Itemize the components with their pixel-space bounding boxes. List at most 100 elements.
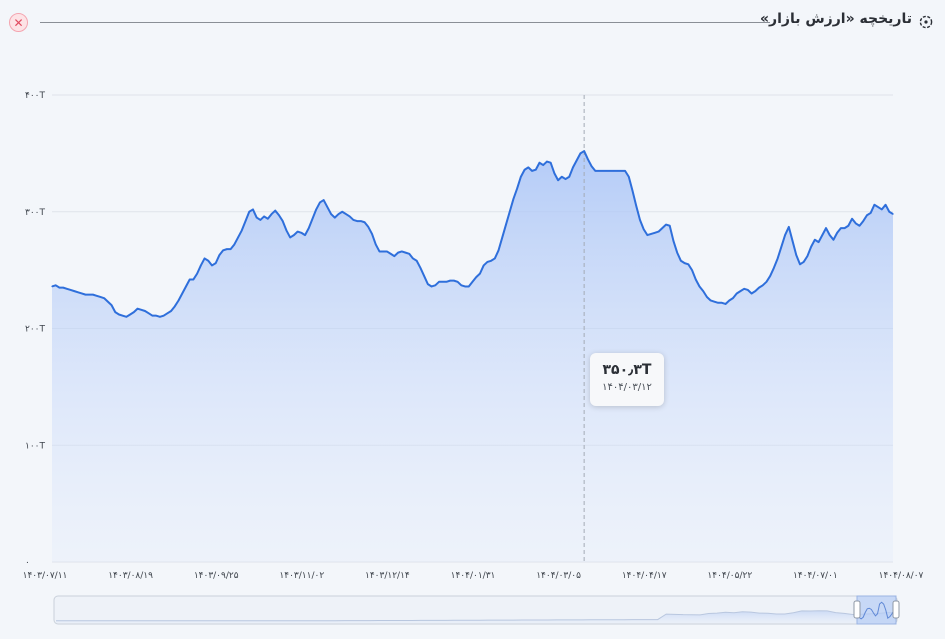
data-point[interactable] (218, 254, 221, 256)
data-point[interactable] (397, 252, 399, 254)
data-point[interactable] (434, 284, 436, 286)
data-point[interactable] (73, 290, 75, 292)
data-point[interactable] (546, 160, 548, 163)
data-point[interactable] (319, 201, 321, 204)
data-point[interactable] (58, 287, 61, 289)
data-point[interactable] (125, 316, 128, 318)
data-point[interactable] (133, 311, 135, 313)
data-point[interactable] (669, 225, 671, 227)
data-point[interactable] (687, 263, 689, 265)
data-point[interactable] (743, 288, 745, 290)
data-point[interactable] (505, 223, 507, 226)
data-point[interactable] (620, 170, 622, 172)
data-point[interactable] (535, 169, 537, 171)
data-point[interactable] (531, 170, 533, 172)
data-point[interactable] (341, 211, 343, 213)
data-point[interactable] (352, 219, 355, 221)
data-point[interactable] (650, 233, 652, 235)
data-point[interactable] (550, 162, 552, 164)
data-point[interactable] (378, 250, 381, 253)
data-point[interactable] (617, 170, 619, 172)
data-point[interactable] (676, 252, 678, 254)
data-point[interactable] (858, 225, 861, 227)
data-point[interactable] (129, 313, 131, 316)
data-point[interactable] (51, 285, 53, 288)
data-point[interactable] (494, 257, 496, 260)
data-point[interactable] (847, 225, 849, 227)
data-point[interactable] (107, 301, 109, 303)
data-point[interactable] (736, 292, 738, 295)
data-point[interactable] (356, 220, 358, 222)
data-point[interactable] (159, 316, 161, 318)
data-point[interactable] (423, 275, 425, 277)
data-point[interactable] (527, 166, 529, 168)
data-point[interactable] (765, 281, 768, 283)
data-point[interactable] (538, 162, 541, 164)
data-point[interactable] (408, 253, 410, 255)
data-point[interactable] (230, 248, 232, 250)
data-point[interactable] (293, 234, 295, 236)
data-point[interactable] (684, 262, 686, 264)
data-point[interactable] (702, 290, 704, 292)
data-point[interactable] (691, 269, 693, 271)
navigator-handle-right[interactable] (892, 600, 900, 619)
data-point[interactable] (624, 170, 626, 172)
data-point[interactable] (483, 264, 485, 267)
data-point[interactable] (70, 289, 72, 291)
data-point[interactable] (542, 164, 544, 166)
data-point[interactable] (404, 252, 407, 254)
data-point[interactable] (241, 229, 243, 232)
data-point[interactable] (587, 158, 589, 160)
data-point[interactable] (661, 227, 663, 229)
data-point[interactable] (445, 281, 448, 283)
data-point[interactable] (791, 240, 794, 242)
close-button[interactable]: ✕ (9, 13, 28, 32)
data-point[interactable] (784, 234, 786, 236)
data-point[interactable] (553, 172, 555, 174)
data-point[interactable] (200, 264, 202, 267)
data-point[interactable] (300, 232, 302, 234)
data-point[interactable] (873, 204, 875, 206)
data-point[interactable] (602, 170, 604, 172)
data-point[interactable] (330, 213, 332, 215)
data-point[interactable] (829, 234, 831, 236)
data-point[interactable] (252, 208, 254, 211)
data-point[interactable] (375, 243, 377, 246)
data-point[interactable] (579, 152, 582, 154)
data-point[interactable] (233, 243, 235, 246)
data-point[interactable] (282, 220, 284, 222)
data-point[interactable] (821, 234, 823, 236)
data-point[interactable] (419, 267, 421, 269)
data-point[interactable] (371, 233, 373, 235)
data-point[interactable] (170, 310, 172, 312)
navigator-handle-left[interactable] (853, 600, 861, 619)
data-point[interactable] (88, 294, 90, 296)
data-point[interactable] (817, 241, 820, 243)
data-point[interactable] (311, 218, 314, 220)
data-point[interactable] (795, 254, 797, 256)
data-point[interactable] (840, 227, 842, 229)
data-point[interactable] (657, 231, 660, 233)
data-point[interactable] (832, 239, 835, 241)
data-point[interactable] (66, 288, 68, 290)
data-point[interactable] (490, 260, 492, 262)
data-point[interactable] (114, 311, 116, 313)
data-point[interactable] (412, 257, 414, 260)
data-point[interactable] (836, 232, 838, 234)
data-point[interactable] (810, 246, 812, 248)
data-point[interactable] (430, 285, 433, 288)
data-point[interactable] (267, 218, 269, 220)
data-point[interactable] (509, 211, 511, 213)
data-point[interactable] (866, 214, 868, 216)
data-point[interactable] (166, 312, 168, 314)
data-point[interactable] (728, 299, 730, 302)
data-point[interactable] (189, 278, 191, 281)
data-point[interactable] (799, 263, 801, 265)
data-point[interactable] (416, 260, 418, 262)
data-point[interactable] (77, 291, 79, 293)
data-point[interactable] (248, 211, 250, 213)
data-point[interactable] (464, 285, 466, 288)
data-point[interactable] (304, 234, 306, 236)
data-point[interactable] (635, 205, 637, 207)
data-point[interactable] (285, 229, 288, 232)
